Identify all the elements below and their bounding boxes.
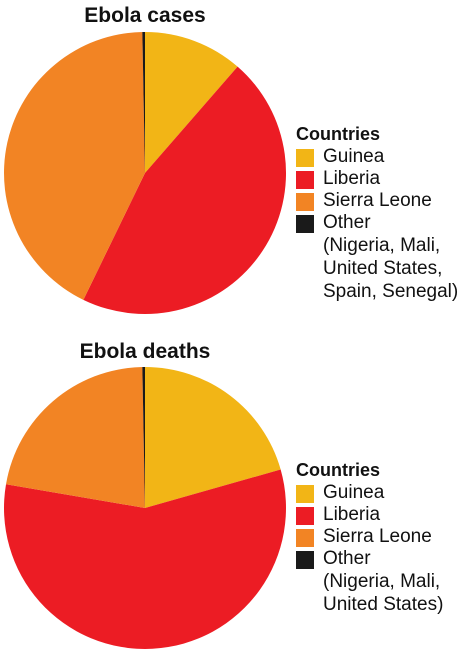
legend-item-sierra-leone: Sierra Leone xyxy=(296,526,443,548)
cases-pie xyxy=(4,32,287,315)
legend-item-liberia: Liberia xyxy=(296,168,458,190)
pie-slice-liberia xyxy=(3,469,286,649)
deaths-chart: Ebola deaths Countries Guinea Liberia Si… xyxy=(0,336,474,665)
legend-label: Other xyxy=(323,548,371,569)
legend-note-line: (Nigeria, Mali, xyxy=(323,571,441,592)
legend-swatch-sierra-leone xyxy=(296,193,314,211)
deaths-legend: Countries Guinea Liberia Sierra Leone Ot… xyxy=(296,460,443,616)
legend-item-liberia: Liberia xyxy=(296,504,443,526)
pie-slice-liberia xyxy=(83,66,287,315)
cases-legend: Countries Guinea Liberia Sierra Leone Ot… xyxy=(296,124,458,303)
legend-item-sierra-leone: Sierra Leone xyxy=(296,190,458,212)
legend-label: Sierra Leone xyxy=(323,526,432,547)
pie-slice-other xyxy=(142,367,145,508)
pie-slice-other xyxy=(142,32,145,173)
pie-slice-sierra-leone xyxy=(6,367,145,508)
legend-label: Liberia xyxy=(323,504,381,525)
deaths-pie xyxy=(3,367,286,649)
legend-label: Guinea xyxy=(323,482,385,503)
legend-swatch-other xyxy=(296,215,314,233)
legend-swatch-liberia xyxy=(296,171,314,189)
legend-label: Other xyxy=(323,212,371,233)
chart-title: Ebola cases xyxy=(84,4,206,27)
chart-title: Ebola deaths xyxy=(79,340,211,363)
legend-note-line: United States, xyxy=(323,258,443,279)
legend-label: Sierra Leone xyxy=(323,190,432,211)
legend-title: Countries xyxy=(296,460,381,480)
legend-note-line: Spain, Senegal) xyxy=(323,281,459,302)
pie-slice-guinea xyxy=(145,367,281,508)
legend-swatch-sierra-leone xyxy=(296,529,314,547)
legend-label: Guinea xyxy=(323,146,385,167)
pie-slice-guinea xyxy=(145,32,238,173)
cases-chart: Ebola cases Countries Guinea Liberia Sie… xyxy=(0,0,474,329)
legend-title: Countries xyxy=(296,124,381,144)
legend-label: Liberia xyxy=(323,168,381,189)
legend-swatch-guinea xyxy=(296,149,314,167)
legend-note-line: (Nigeria, Mali, xyxy=(323,235,441,256)
legend-item-other: Other xyxy=(296,212,458,234)
legend-item-guinea: Guinea xyxy=(296,482,443,504)
legend-swatch-guinea xyxy=(296,485,314,503)
pie-slice-sierra-leone xyxy=(4,32,146,300)
legend-item-guinea: Guinea xyxy=(296,146,458,168)
legend-swatch-other xyxy=(296,551,314,569)
legend-note-line: United States) xyxy=(323,594,444,615)
legend-swatch-liberia xyxy=(296,507,314,525)
legend-item-other: Other xyxy=(296,548,443,570)
